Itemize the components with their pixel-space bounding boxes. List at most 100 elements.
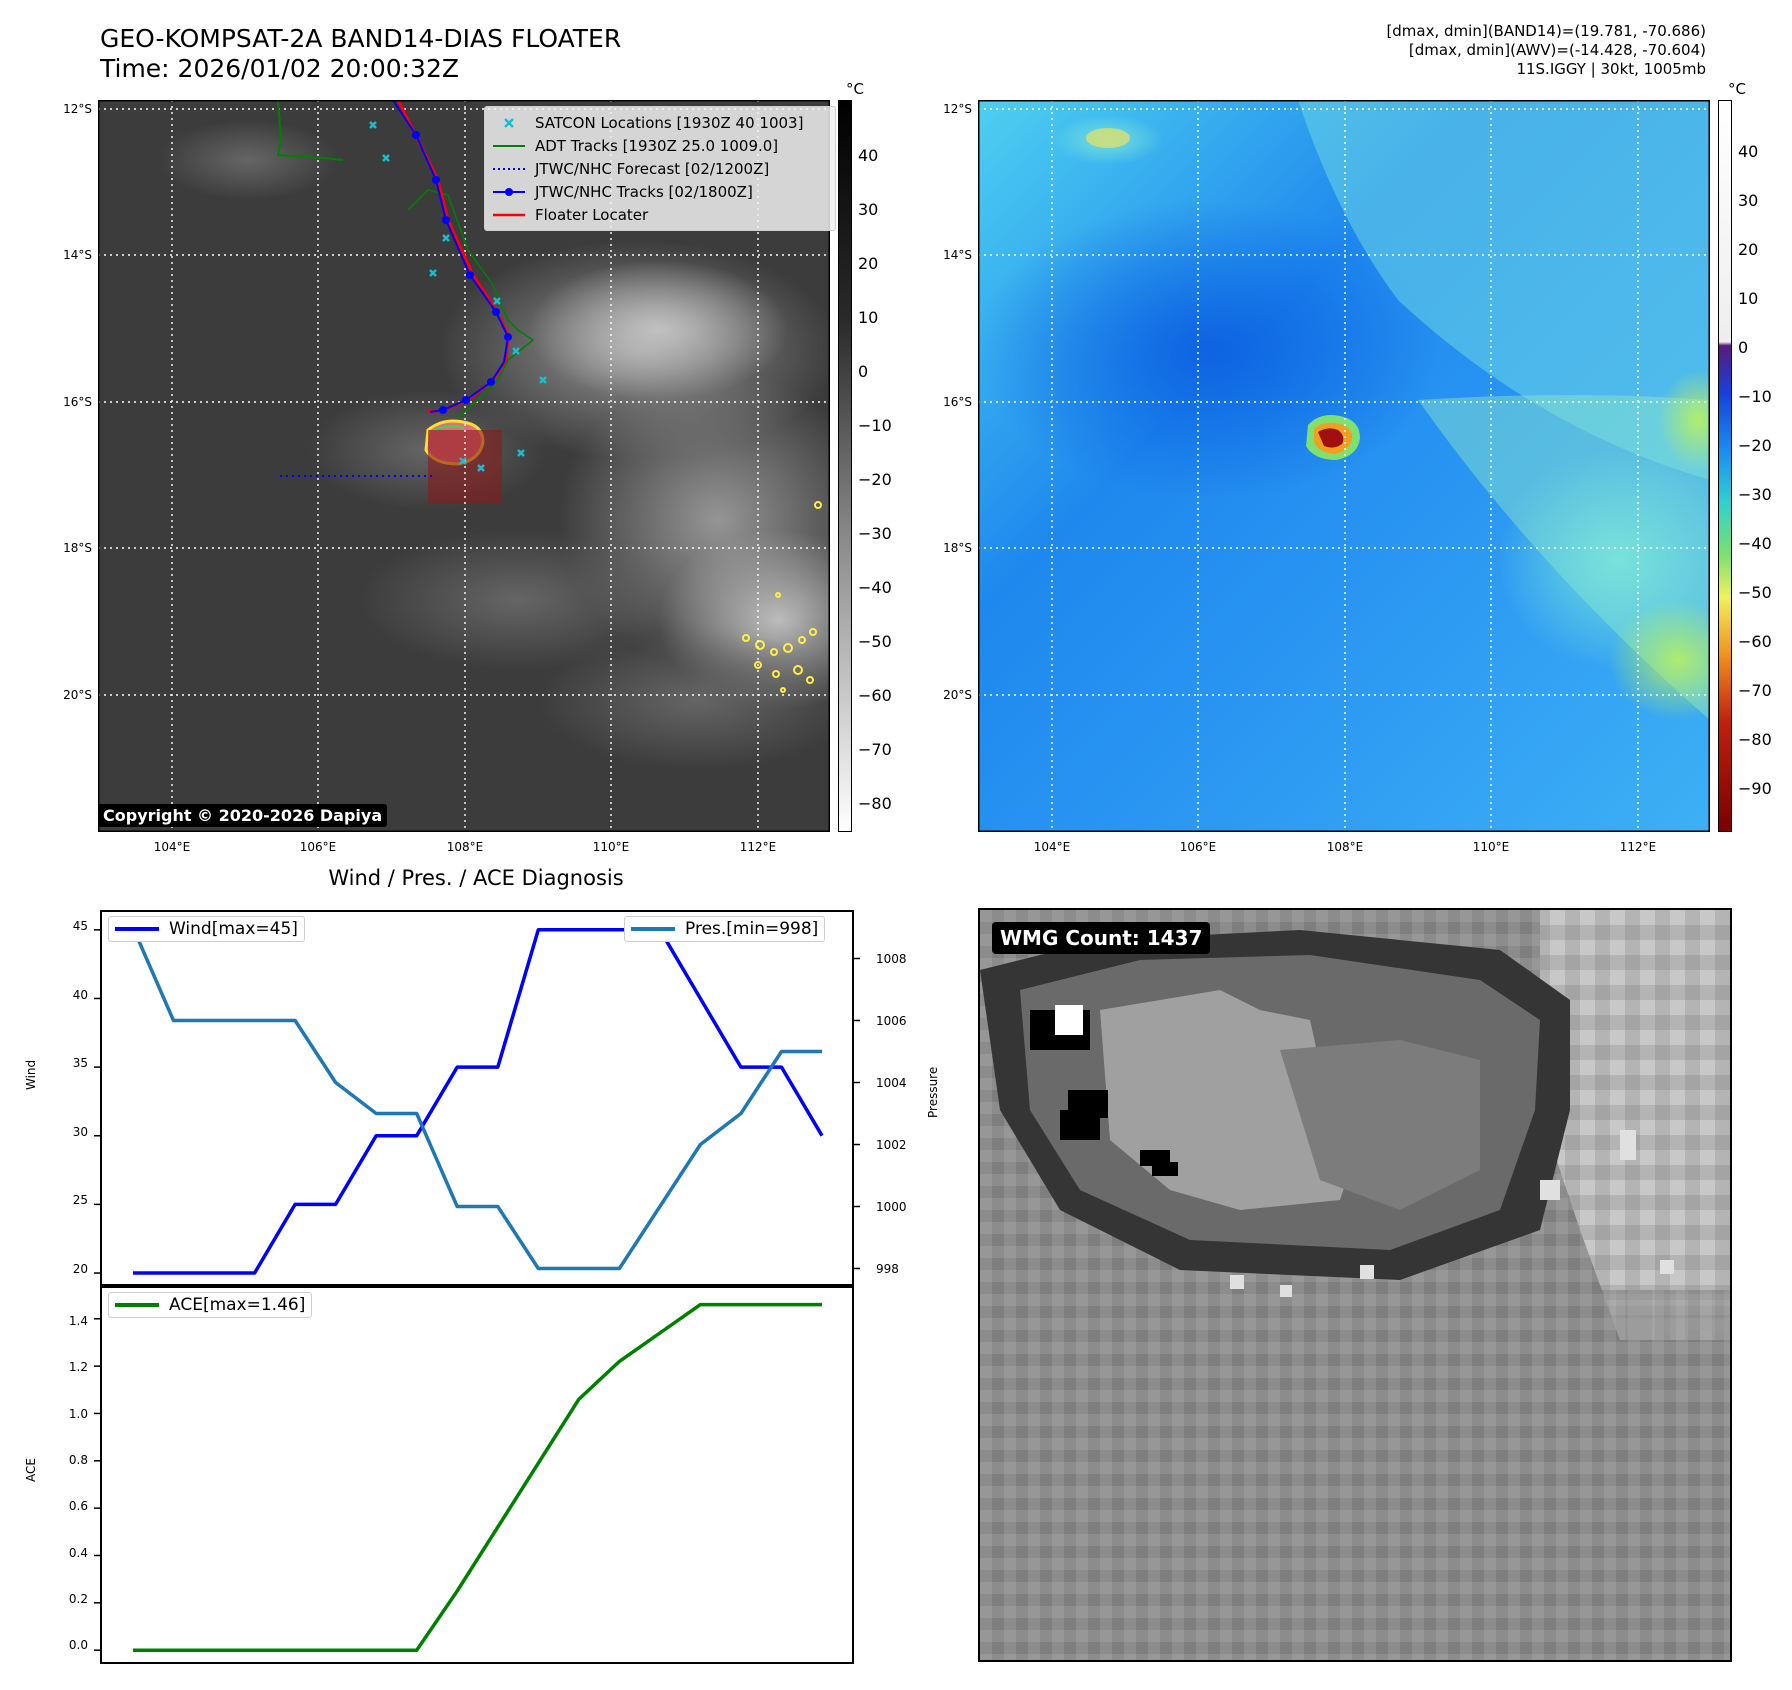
colorbar-tick: −50 bbox=[1738, 583, 1772, 602]
ace-legend: ACE[max=1.46] bbox=[108, 1292, 313, 1318]
lat-label: 12°S bbox=[943, 102, 972, 116]
copyright-badge: Copyright © 2020-2026 Dapiya bbox=[98, 804, 388, 827]
ace-tick: 0.8 bbox=[68, 1453, 88, 1467]
wmg-panel: WMG Count: 1437 bbox=[978, 908, 1732, 1662]
colorbar-tick: −30 bbox=[858, 524, 892, 543]
wind-tick: 20 bbox=[72, 1262, 88, 1276]
colorbar-tick: −30 bbox=[1738, 485, 1772, 504]
lat-label: 20°S bbox=[63, 688, 92, 702]
ace-tick: 1.2 bbox=[68, 1360, 88, 1374]
x-marker-icon bbox=[504, 117, 514, 128]
colorbar-tick: −70 bbox=[1738, 681, 1772, 700]
lat-label: 16°S bbox=[943, 395, 972, 409]
wmg-count-badge: WMG Count: 1437 bbox=[992, 922, 1211, 954]
pres-swatch bbox=[631, 927, 675, 931]
ace-axis-label: ACE bbox=[24, 1458, 38, 1482]
awv-map-image bbox=[978, 100, 1748, 832]
pres-tick: 1006 bbox=[876, 1014, 907, 1028]
dotted-line-icon bbox=[493, 167, 525, 170]
ace-tick: 1.0 bbox=[68, 1407, 88, 1421]
pres-tick: 1002 bbox=[876, 1138, 907, 1152]
legend-label: JTWC/NHC Tracks [02/1800Z] bbox=[535, 182, 753, 201]
colorbar-tick: −50 bbox=[858, 632, 892, 651]
ace-swatch bbox=[115, 1303, 159, 1307]
line-icon bbox=[493, 144, 525, 147]
lon-label: 106°E bbox=[299, 840, 337, 854]
legend-item-forecast: JTWC/NHC Forecast [02/1200Z] bbox=[491, 157, 829, 180]
jtwc-track bbox=[392, 99, 510, 413]
lat-label: 18°S bbox=[943, 541, 972, 555]
adt-track bbox=[276, 99, 344, 161]
legend-item-adt: ADT Tracks [1930Z 25.0 1009.0] bbox=[491, 134, 829, 157]
lat-label: 14°S bbox=[943, 248, 972, 262]
colorbar-tick: −10 bbox=[858, 416, 892, 435]
ace-panel bbox=[100, 1286, 854, 1664]
ace-tick: 0.0 bbox=[68, 1638, 88, 1652]
wind-line bbox=[133, 928, 824, 1275]
pres-legend-label: Pres.[min=998] bbox=[685, 919, 819, 939]
awv-colorbar bbox=[1718, 100, 1732, 832]
lat-label: 14°S bbox=[63, 248, 92, 262]
figure-title: GEO-KOMPSAT-2A BAND14-DIAS FLOATER bbox=[100, 24, 622, 53]
ace-legend-label: ACE[max=1.46] bbox=[169, 1295, 306, 1315]
wind-pres-panel bbox=[100, 910, 854, 1286]
wind-legend: Wind[max=45] bbox=[108, 916, 305, 942]
lon-label: 106°E bbox=[1179, 840, 1217, 854]
band14-range: [dmax, dmin](BAND14)=(19.781, -70.686) bbox=[1386, 22, 1706, 40]
storm-info: 11S.IGGY | 30kt, 1005mb bbox=[1516, 60, 1706, 78]
wmg-image bbox=[980, 910, 1730, 1660]
colorbar-tick: −20 bbox=[1738, 436, 1772, 455]
lon-label: 104°E bbox=[1033, 840, 1071, 854]
wind-tick: 30 bbox=[72, 1125, 88, 1139]
lat-label: 20°S bbox=[943, 688, 972, 702]
colorbar-tick: −90 bbox=[1738, 779, 1772, 798]
ir-colorbar-unit: °C bbox=[846, 80, 864, 98]
ace-line bbox=[133, 1302, 822, 1652]
wind-ticks: 20 25 30 35 40 45 bbox=[40, 910, 92, 1286]
legend-label: SATCON Locations [1930Z 40 1003] bbox=[535, 113, 804, 132]
pres-tick: 1000 bbox=[876, 1200, 907, 1214]
lon-label: 112°E bbox=[739, 840, 777, 854]
pres-tick: 998 bbox=[876, 1262, 899, 1276]
ir-colorbar-ticks: 40 30 20 10 0 −10 −20 −30 −40 −50 −60 −7… bbox=[858, 100, 908, 832]
colorbar-tick: −60 bbox=[1738, 632, 1772, 651]
line-icon bbox=[493, 213, 525, 216]
lat-label: 12°S bbox=[63, 102, 92, 116]
lon-label: 110°E bbox=[592, 840, 630, 854]
wind-tick: 40 bbox=[72, 988, 88, 1002]
wind-axis-label: Wind bbox=[24, 1059, 38, 1090]
legend-label: ADT Tracks [1930Z 25.0 1009.0] bbox=[535, 136, 779, 155]
ir-map-legend: SATCON Locations [1930Z 40 1003] ADT Tra… bbox=[484, 106, 836, 231]
ir-map-panel: SATCON Locations [1930Z 40 1003] ADT Tra… bbox=[98, 99, 898, 832]
wind-tick: 45 bbox=[72, 919, 88, 933]
lon-label: 104°E bbox=[153, 840, 191, 854]
colorbar-tick: 0 bbox=[1738, 338, 1749, 357]
colorbar-tick: −20 bbox=[858, 470, 892, 489]
ir-colorbar bbox=[838, 100, 852, 832]
legend-item-jtwc-tracks: JTWC/NHC Tracks [02/1800Z] bbox=[491, 180, 829, 203]
ace-tick: 1.4 bbox=[68, 1314, 88, 1328]
colorbar-tick: −70 bbox=[858, 740, 892, 759]
ace-tick: 0.4 bbox=[68, 1546, 88, 1560]
lon-label: 108°E bbox=[1326, 840, 1364, 854]
colorbar-tick: 40 bbox=[1738, 142, 1759, 161]
colorbar-tick: −80 bbox=[1738, 730, 1772, 749]
wind-tick: 25 bbox=[72, 1193, 88, 1207]
lat-label: 16°S bbox=[63, 395, 92, 409]
pressure-line bbox=[131, 926, 822, 1271]
colorbar-tick: 10 bbox=[858, 308, 879, 327]
ace-tick: 0.2 bbox=[68, 1592, 88, 1606]
awv-colorbar-ticks: 40 30 20 10 0 −10 −20 −30 −40 −50 −60 −7… bbox=[1738, 100, 1788, 832]
lat-label: 18°S bbox=[63, 541, 92, 555]
lon-label: 108°E bbox=[446, 840, 484, 854]
colorbar-tick: 40 bbox=[858, 146, 879, 165]
wind-tick: 35 bbox=[72, 1056, 88, 1070]
legend-item-floater: Floater Locater bbox=[491, 203, 829, 226]
awv-gridlines bbox=[978, 100, 1710, 832]
awv-lon-labels: 104°E 106°E 108°E 110°E 112°E bbox=[978, 840, 1710, 860]
lon-label: 112°E bbox=[1619, 840, 1657, 854]
ir-lat-labels: 12°S 14°S 16°S 18°S 20°S bbox=[40, 100, 96, 832]
colorbar-tick: 20 bbox=[1738, 240, 1759, 259]
info-block: [dmax, dmin](BAND14)=(19.781, -70.686) [… bbox=[1386, 22, 1706, 79]
